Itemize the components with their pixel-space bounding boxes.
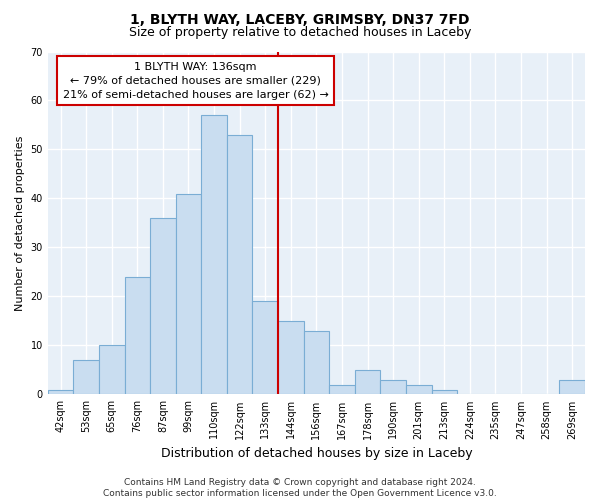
Bar <box>201 115 227 394</box>
Bar <box>406 384 431 394</box>
Text: 1 BLYTH WAY: 136sqm
← 79% of detached houses are smaller (229)
21% of semi-detac: 1 BLYTH WAY: 136sqm ← 79% of detached ho… <box>62 62 328 100</box>
Bar <box>73 360 99 394</box>
Text: Contains HM Land Registry data © Crown copyright and database right 2024.
Contai: Contains HM Land Registry data © Crown c… <box>103 478 497 498</box>
X-axis label: Distribution of detached houses by size in Laceby: Distribution of detached houses by size … <box>161 447 472 460</box>
Bar <box>176 194 201 394</box>
Bar <box>329 384 355 394</box>
Bar <box>253 302 278 394</box>
Text: 1, BLYTH WAY, LACEBY, GRIMSBY, DN37 7FD: 1, BLYTH WAY, LACEBY, GRIMSBY, DN37 7FD <box>130 12 470 26</box>
Bar <box>278 321 304 394</box>
Y-axis label: Number of detached properties: Number of detached properties <box>15 136 25 310</box>
Text: Size of property relative to detached houses in Laceby: Size of property relative to detached ho… <box>129 26 471 39</box>
Bar <box>227 135 253 394</box>
Bar <box>150 218 176 394</box>
Bar <box>559 380 585 394</box>
Bar <box>431 390 457 394</box>
Bar <box>48 390 73 394</box>
Bar <box>99 346 125 395</box>
Bar <box>304 330 329 394</box>
Bar <box>380 380 406 394</box>
Bar <box>125 277 150 394</box>
Bar <box>355 370 380 394</box>
